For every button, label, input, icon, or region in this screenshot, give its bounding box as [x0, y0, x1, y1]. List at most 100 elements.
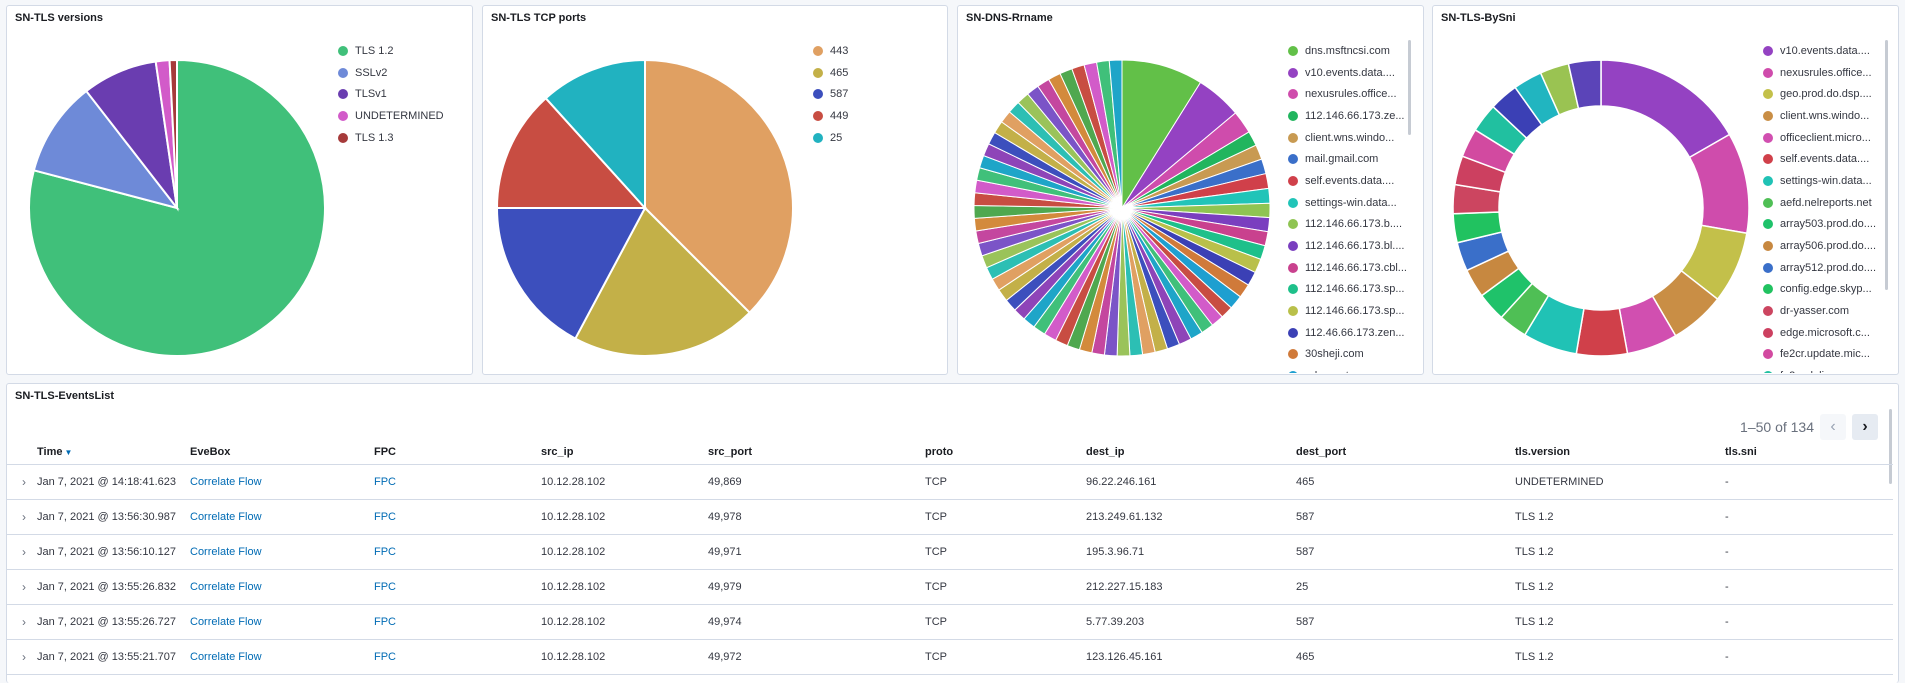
legend-item[interactable]: config.edge.skyp... — [1763, 279, 1888, 301]
table-row: › Jan 7, 2021 @ 13:55:26.832 Correlate Flo… — [7, 570, 1893, 605]
next-page-button[interactable]: › — [1852, 414, 1878, 440]
cell-proto: TCP — [925, 511, 947, 523]
cell-evebox-link[interactable]: Correlate Flow — [190, 511, 262, 523]
column-header-tls-version[interactable]: tls.version — [1515, 446, 1571, 458]
legend-color-dot — [1763, 67, 1773, 78]
legend-item[interactable]: 25 — [813, 127, 943, 149]
column-header-proto[interactable]: proto — [925, 446, 954, 458]
legend-item[interactable]: array506.prod.do.... — [1763, 235, 1888, 257]
sort-descending-icon[interactable]: ▼ — [64, 448, 73, 457]
cell-evebox-link[interactable]: Correlate Flow — [190, 546, 262, 558]
legend-item[interactable]: array503.prod.do.... — [1763, 214, 1888, 236]
legend-item[interactable]: self.events.data.... — [1763, 148, 1888, 170]
legend-item[interactable]: 30sheji.com — [1288, 344, 1413, 366]
column-header-src-ip[interactable]: src_ip — [541, 446, 574, 458]
legend-item[interactable]: nexusrules.office... — [1763, 62, 1888, 84]
cell-evebox-link[interactable]: Correlate Flow — [190, 616, 262, 628]
expand-row-icon[interactable]: › — [22, 475, 26, 489]
legend-scrollbar[interactable] — [1408, 40, 1411, 135]
pie-slice[interactable] — [495, 96, 648, 209]
legend-item[interactable]: 587 — [813, 83, 943, 105]
table-scrollbar[interactable] — [1889, 409, 1892, 484]
legend-item[interactable]: array512.prod.do.... — [1763, 257, 1888, 279]
dns-rrname-pie[interactable] — [972, 58, 1272, 358]
pie-slice[interactable] — [1108, 59, 1123, 209]
pie-slice[interactable] — [1575, 307, 1629, 357]
legend-item[interactable]: aefd.nelreports.net — [1763, 192, 1888, 214]
legend-item[interactable]: UNDETERMINED — [338, 105, 468, 127]
column-header-time[interactable]: Time ▼ — [37, 446, 73, 458]
cell-evebox-link[interactable]: Correlate Flow — [190, 476, 262, 488]
legend-item[interactable]: geo.prod.do.dsp.... — [1763, 83, 1888, 105]
legend-scrollbar[interactable] — [1885, 40, 1888, 290]
cell-evebox-link[interactable]: Correlate Flow — [190, 581, 262, 593]
legend-item[interactable]: 112.146.66.173.cbl... — [1288, 257, 1413, 279]
cell-fpc-link[interactable]: FPC — [374, 511, 396, 523]
tls-bysni-donut[interactable] — [1451, 58, 1751, 358]
legend-item[interactable]: fe2cr.update.mic... — [1763, 344, 1888, 366]
column-header-dest-ip[interactable]: dest_ip — [1086, 446, 1125, 458]
legend-item[interactable]: TLS 1.3 — [338, 127, 468, 149]
legend-item[interactable]: 112.146.66.173.sp... — [1288, 300, 1413, 322]
legend-item[interactable]: 112.146.66.173.b.... — [1288, 214, 1413, 236]
legend-item[interactable]: 112.146.66.173.sp... — [1288, 279, 1413, 301]
pie-slice[interactable] — [32, 89, 180, 210]
legend-item[interactable]: adv.co.nt — [1288, 365, 1413, 373]
legend-item[interactable]: client.wns.windo... — [1288, 127, 1413, 149]
column-header-evebox[interactable]: EveBox — [190, 446, 231, 458]
cell-tls-sni: - — [1725, 616, 1729, 628]
legend-item[interactable]: v10.events.data.... — [1288, 62, 1413, 84]
cell-proto: TCP — [925, 616, 947, 628]
legend-item[interactable]: 443 — [813, 40, 943, 62]
legend-item[interactable]: v10.events.data.... — [1763, 40, 1888, 62]
pie-slice[interactable] — [495, 207, 647, 340]
column-header-tls-sni[interactable]: tls.sni — [1725, 446, 1757, 458]
legend-item[interactable]: edge.microsoft.c... — [1763, 322, 1888, 344]
legend-item[interactable]: 112.146.66.173.ze... — [1288, 105, 1413, 127]
column-header-src-port[interactable]: src_port — [708, 446, 753, 458]
legend-item[interactable]: 465 — [813, 62, 943, 84]
tls-versions-pie[interactable] — [27, 58, 327, 358]
legend-item[interactable]: 449 — [813, 105, 943, 127]
legend-item[interactable]: SSLv2 — [338, 62, 468, 84]
legend-item[interactable]: client.wns.windo... — [1763, 105, 1888, 127]
pie-slice[interactable] — [644, 58, 794, 315]
tcp-ports-pie[interactable] — [495, 58, 795, 358]
legend-item[interactable]: 112.46.66.173.zen... — [1288, 322, 1413, 344]
pie-slice[interactable] — [1600, 59, 1731, 159]
expand-row-icon[interactable]: › — [22, 615, 26, 629]
legend-label: array506.prod.do.... — [1780, 240, 1877, 253]
cell-evebox-link[interactable]: Correlate Flow — [190, 651, 262, 663]
legend-item[interactable]: 112.146.66.173.bl.... — [1288, 235, 1413, 257]
pie-slice[interactable] — [168, 58, 178, 209]
expand-row-icon[interactable]: › — [22, 545, 26, 559]
column-header-dest-port[interactable]: dest_port — [1296, 446, 1347, 458]
legend-item[interactable]: mail.gmail.com — [1288, 148, 1413, 170]
legend-item[interactable]: nexusrules.office... — [1288, 83, 1413, 105]
table-header: Time ▼ EveBox FPC src_ip src_port proto d… — [7, 440, 1893, 465]
legend-item[interactable]: dr-yasser.com — [1763, 300, 1888, 322]
expand-row-icon[interactable]: › — [22, 580, 26, 594]
cell-fpc-link[interactable]: FPC — [374, 651, 396, 663]
column-header-fpc[interactable]: FPC — [374, 446, 396, 458]
cell-fpc-link[interactable]: FPC — [374, 581, 396, 593]
cell-fpc-link[interactable]: FPC — [374, 616, 396, 628]
legend-item[interactable]: dns.msftncsi.com — [1288, 40, 1413, 62]
cell-fpc-link[interactable]: FPC — [374, 546, 396, 558]
legend-item[interactable]: settings-win.data... — [1288, 192, 1413, 214]
legend-item[interactable]: TLS 1.2 — [338, 40, 468, 62]
cell-tls-version: TLS 1.2 — [1515, 581, 1554, 593]
cell-fpc-link[interactable]: FPC — [374, 476, 396, 488]
pie-slice[interactable] — [573, 206, 752, 357]
legend-item[interactable]: fe2cr.delivery.mp... — [1763, 365, 1888, 373]
pie-slice[interactable] — [544, 58, 646, 211]
legend-item[interactable]: officeclient.micro... — [1763, 127, 1888, 149]
legend-item[interactable]: settings-win.data... — [1763, 170, 1888, 192]
legend-item[interactable]: self.events.data.... — [1288, 170, 1413, 192]
pie-slice[interactable] — [1567, 59, 1602, 110]
prev-page-button[interactable]: ‹ — [1820, 414, 1846, 440]
expand-row-icon[interactable]: › — [22, 650, 26, 664]
expand-row-icon[interactable]: › — [22, 510, 26, 524]
legend-item[interactable]: TLSv1 — [338, 83, 468, 105]
pie-slice[interactable] — [1121, 59, 1202, 210]
